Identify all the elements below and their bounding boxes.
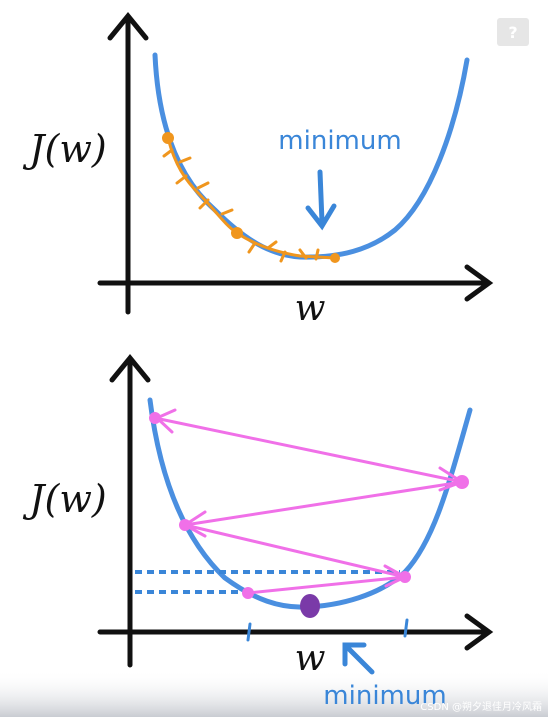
minimum-arrow xyxy=(342,642,375,675)
x-axis-label: w xyxy=(295,638,326,679)
overshoot-steps xyxy=(153,408,464,595)
top-panel: minimum J(w) w xyxy=(22,12,494,329)
annotation: minimum xyxy=(278,126,401,156)
x-axis xyxy=(97,264,494,302)
y-axis-label: J(w) xyxy=(22,127,106,171)
w-ticks xyxy=(246,618,409,642)
y-axis xyxy=(107,12,149,315)
help-icon[interactable]: ? xyxy=(497,18,529,46)
cost-curve xyxy=(147,397,473,610)
minimum-point xyxy=(300,594,320,618)
y-axis xyxy=(109,354,151,668)
watermark: CSDN @朔夕退佳月冷风霜 xyxy=(420,700,542,713)
gradient-steps xyxy=(162,136,337,263)
annotation: minimum xyxy=(323,681,446,711)
x-axis xyxy=(97,613,494,651)
cost-curve xyxy=(152,52,470,260)
minimum-arrow xyxy=(305,169,337,231)
y-axis-label: J(w) xyxy=(22,477,106,521)
dotted-guides xyxy=(135,570,400,594)
bottom-shade xyxy=(0,670,548,717)
bottom-panel: minimum J(w) w xyxy=(22,354,494,711)
step-points xyxy=(162,132,340,263)
x-axis-label: w xyxy=(295,288,326,329)
help-icon-text: ? xyxy=(508,23,517,42)
step-points xyxy=(149,412,469,599)
